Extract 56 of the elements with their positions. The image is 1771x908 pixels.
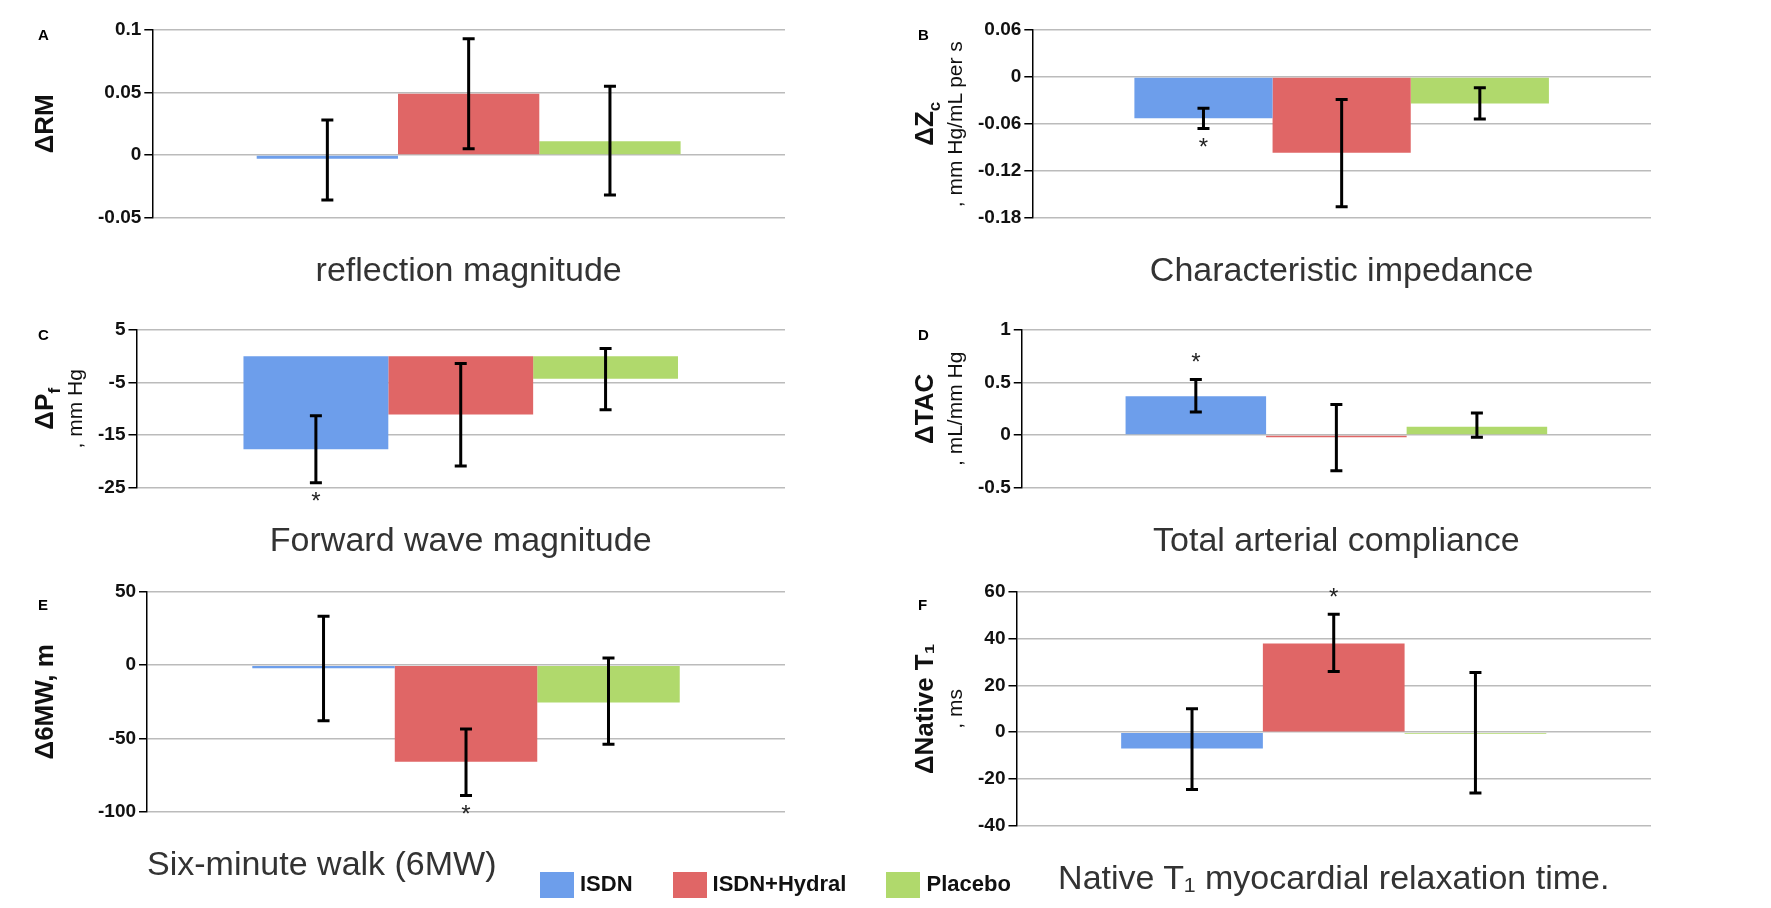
y-tick-label: 0 <box>1010 65 1022 87</box>
x-axis-title: Total arterial compliance <box>1153 519 1520 558</box>
legend-label: Placebo <box>926 870 1011 896</box>
y-tick-label: 20 <box>984 673 1006 695</box>
y-tick-label: -0.12 <box>977 158 1022 180</box>
y-tick-label: 0.06 <box>984 18 1022 40</box>
y-axis-title: ΔPf , mm Hg <box>29 369 86 449</box>
y-tick-label: 0 <box>1000 423 1011 445</box>
data-label: * <box>1191 348 1201 376</box>
text: A <box>38 25 49 43</box>
bar <box>398 93 540 155</box>
y-tick-label: 60 <box>984 580 1006 602</box>
y-tick-label: -15 <box>97 423 126 445</box>
bar <box>256 155 398 159</box>
y-tick-label: -20 <box>977 767 1006 789</box>
x-axis-title: Characteristic impedance <box>1149 249 1534 288</box>
y-tick-label: -0.18 <box>977 205 1022 227</box>
x-axis-title: Six-minute walk (6MW) <box>147 843 497 882</box>
bar <box>1125 396 1267 435</box>
y-axis-title: ΔTAC , mL/mm Hg <box>909 351 966 466</box>
bar <box>539 141 681 155</box>
y-tick-label: -100 <box>98 799 137 821</box>
legend-label: ISDN <box>580 870 633 896</box>
y-tick-label: 0 <box>125 653 137 675</box>
x-axis-title: Forward wave magnitude <box>269 519 652 558</box>
y-tick-label: -0.5 <box>977 475 1012 497</box>
y-tick-label: 1 <box>1000 318 1012 340</box>
y-tick-label: 40 <box>984 626 1006 648</box>
y-tick-label: -0.06 <box>977 112 1022 134</box>
y-axis-title: ΔNative T₁ , ms <box>909 643 966 775</box>
text: C <box>38 325 49 343</box>
y-tick-label: 0.05 <box>104 80 142 102</box>
data-label: * <box>461 800 471 828</box>
text: F <box>918 595 928 613</box>
text: B <box>918 25 929 43</box>
text: E <box>38 595 49 613</box>
legend-label: ISDN+Hydral <box>712 870 847 896</box>
y-axis-title: ΔRM <box>29 94 60 154</box>
y-axis-title: Δ6MW, m <box>29 644 60 760</box>
data-label: * <box>1329 582 1339 610</box>
data-label: * <box>1198 133 1209 161</box>
y-tick-label: 0.1 <box>114 18 142 40</box>
y-tick-label: 0.5 <box>984 370 1012 392</box>
x-axis-title: reflection magnitude <box>315 249 622 288</box>
y-tick-label: 50 <box>114 580 137 602</box>
y-tick-label: -5 <box>108 370 126 392</box>
y-tick-label: 0 <box>994 720 1006 742</box>
y-tick-label: -25 <box>97 475 126 497</box>
y-tick-label: -0.05 <box>97 205 142 227</box>
y-tick-label: 0 <box>130 143 142 165</box>
data-label: * <box>311 487 321 515</box>
y-tick-label: 5 <box>114 318 126 340</box>
x-axis-title: Native T₁ myocardial relaxation time. <box>1058 857 1610 896</box>
text: D <box>918 325 929 343</box>
y-tick-label: -50 <box>108 726 137 748</box>
y-tick-label: -40 <box>977 813 1006 835</box>
